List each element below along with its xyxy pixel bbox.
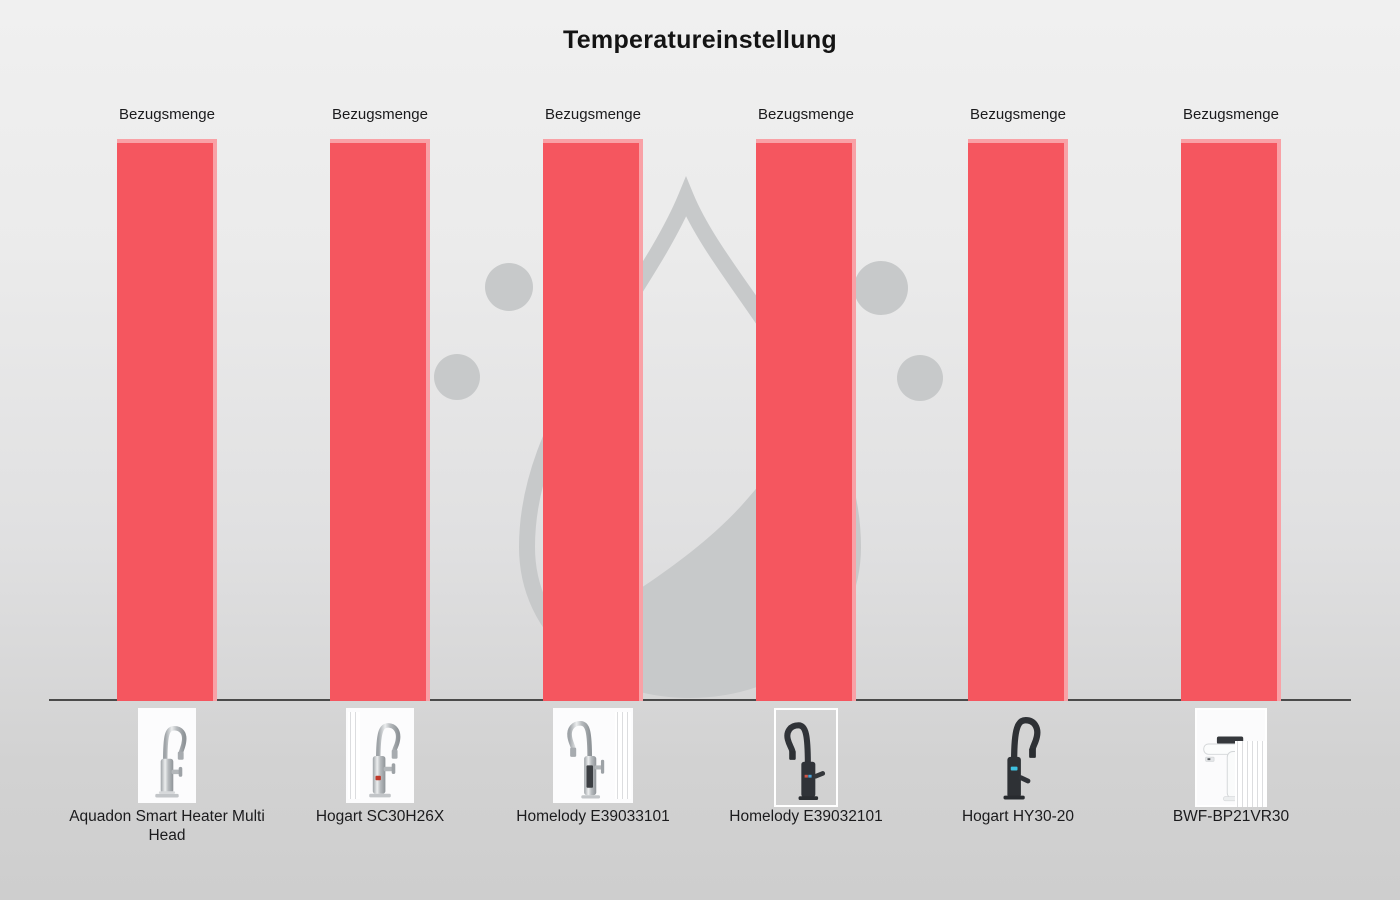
bar-bezugsmenge bbox=[1181, 139, 1281, 701]
bar-label: Bezugsmenge bbox=[1183, 106, 1279, 123]
bar-label: Bezugsmenge bbox=[545, 106, 641, 123]
product-image bbox=[553, 708, 633, 803]
photo-stripes bbox=[348, 712, 360, 799]
x-axis-line bbox=[49, 699, 1351, 701]
black-gooseneck-faucet-blue-display-icon bbox=[1003, 717, 1041, 800]
black-gooseneck-faucet-icon bbox=[784, 722, 826, 800]
product-column: Bezugsmenge Homelody E39033101 bbox=[483, 0, 703, 900]
bar-bezugsmenge bbox=[543, 139, 643, 701]
product-column: Bezugsmenge Hogart HY30-20 bbox=[908, 0, 1128, 900]
product-column: Bezugsmenge Homelody E39032101 bbox=[696, 0, 916, 900]
product-column: Bezugsmenge BWF-BP21VR30 bbox=[1121, 0, 1341, 900]
bar-bezugsmenge bbox=[117, 139, 217, 701]
product-name: Homelody E39032101 bbox=[729, 808, 883, 825]
photo-stripes bbox=[615, 712, 631, 799]
product-column: Bezugsmenge Aquadon Smart Heater Multi H… bbox=[57, 0, 277, 900]
bar-label: Bezugsmenge bbox=[119, 106, 215, 123]
product-name: Hogart SC30H26X bbox=[315, 808, 445, 825]
product-image bbox=[138, 708, 196, 803]
product-image bbox=[986, 708, 1050, 803]
bar-bezugsmenge bbox=[756, 139, 856, 701]
bar-bezugsmenge bbox=[968, 139, 1068, 701]
product-image bbox=[774, 708, 838, 807]
product-name: BWF-BP21VR30 bbox=[1172, 808, 1290, 825]
bar-label: Bezugsmenge bbox=[758, 106, 854, 123]
chart-title: Temperatureinstellung bbox=[563, 26, 837, 54]
chrome-faucet-dark-display-icon bbox=[567, 720, 605, 799]
product-column: Bezugsmenge Hogart SC30H26X bbox=[270, 0, 490, 900]
product-name: Hogart HY30-20 bbox=[961, 808, 1074, 825]
product-name: Homelody E39033101 bbox=[516, 808, 670, 825]
bar-label: Bezugsmenge bbox=[970, 106, 1066, 123]
product-name: Aquadon Smart Heater Multi Head bbox=[69, 808, 265, 844]
chrome-heater-faucet-icon bbox=[155, 725, 187, 798]
chrome-heater-faucet-red-display-icon bbox=[369, 723, 401, 798]
bar-bezugsmenge bbox=[330, 139, 430, 701]
bar-label: Bezugsmenge bbox=[332, 106, 428, 123]
photo-stripes bbox=[1235, 741, 1265, 807]
product-image bbox=[346, 708, 414, 803]
product-image bbox=[1195, 708, 1267, 807]
